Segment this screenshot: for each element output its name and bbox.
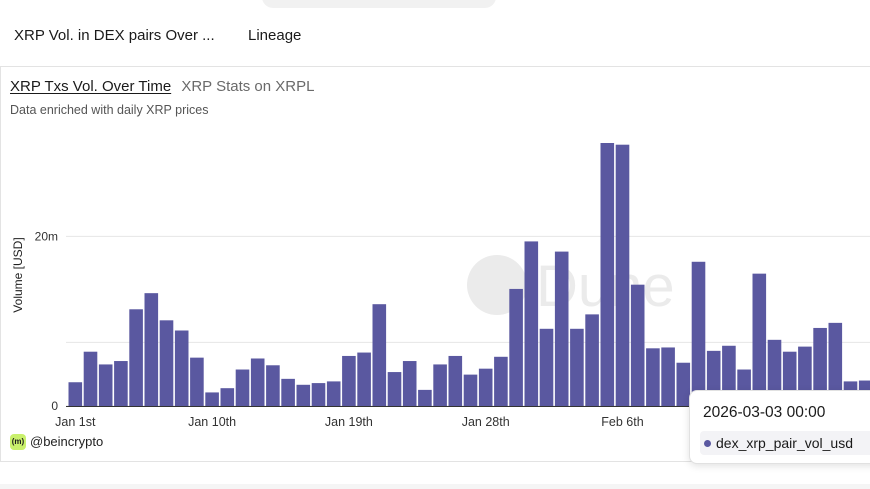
tab-bar: XRP Vol. in DEX pairs Over ... Lineage xyxy=(0,0,870,64)
bar[interactable] xyxy=(646,348,660,406)
bar[interactable] xyxy=(296,384,311,406)
bar[interactable] xyxy=(585,314,599,406)
bar[interactable] xyxy=(266,365,280,406)
bottom-divider xyxy=(0,484,870,489)
x-tick-label: Jan 19th xyxy=(325,415,373,429)
bar[interactable] xyxy=(539,328,554,406)
bar[interactable] xyxy=(220,388,235,406)
bar[interactable] xyxy=(813,327,827,406)
bar[interactable] xyxy=(478,368,493,406)
bar[interactable] xyxy=(767,339,782,406)
bar[interactable] xyxy=(129,309,143,406)
bar[interactable] xyxy=(509,288,523,406)
bar[interactable] xyxy=(494,356,508,406)
bar[interactable] xyxy=(174,330,189,406)
bar[interactable] xyxy=(98,364,113,406)
bar[interactable] xyxy=(144,293,159,406)
tooltip-date: 2026-03-03 00:00 xyxy=(703,404,826,421)
bar[interactable] xyxy=(114,361,128,406)
x-tick-label: Jan 10th xyxy=(188,415,236,429)
tab-xrp-vol-dex-pairs[interactable]: XRP Vol. in DEX pairs Over ... xyxy=(14,27,215,44)
bar[interactable] xyxy=(205,392,219,406)
chart-title[interactable]: XRP Txs Vol. Over Time xyxy=(10,78,172,95)
bar[interactable] xyxy=(433,364,447,406)
bar[interactable] xyxy=(159,320,174,406)
bar[interactable] xyxy=(311,383,326,406)
bar[interactable] xyxy=(463,374,478,406)
top-search-bar[interactable] xyxy=(262,0,496,8)
bar[interactable] xyxy=(676,362,691,406)
tooltip-series-row: dex_xrp_pair_vol_usd xyxy=(700,431,870,455)
y-tick-label: 20m xyxy=(35,229,58,243)
attribution-handle: @beincrypto xyxy=(30,434,104,450)
bar[interactable] xyxy=(326,381,341,406)
bar[interactable] xyxy=(570,328,584,406)
x-tick-label: Jan 28th xyxy=(462,415,510,429)
bar[interactable] xyxy=(418,389,432,406)
x-tick-label: Jan 1st xyxy=(55,415,96,429)
beincrypto-logo-icon: (m) xyxy=(10,433,26,450)
bar[interactable] xyxy=(615,144,630,406)
chart-tooltip: 2026-03-03 00:00 dex_xrp_pair_vol_usd xyxy=(689,390,870,464)
x-tick-label: Feb 6th xyxy=(601,415,643,429)
chart-title-row: XRP Txs Vol. Over Time XRP Stats on XRPL xyxy=(10,78,314,95)
bar[interactable] xyxy=(387,372,402,406)
bar[interactable] xyxy=(752,273,767,406)
bar[interactable] xyxy=(524,241,539,406)
bar[interactable] xyxy=(661,347,675,406)
bar[interactable] xyxy=(83,351,98,406)
bar[interactable] xyxy=(554,251,569,406)
bar[interactable] xyxy=(402,361,417,406)
bar[interactable] xyxy=(448,355,463,406)
series-color-dot-icon xyxy=(704,440,711,447)
attribution: (m) @beincrypto xyxy=(10,433,103,451)
bar[interactable] xyxy=(357,352,371,406)
bar[interactable] xyxy=(235,369,250,406)
bar[interactable] xyxy=(828,322,843,406)
bar[interactable] xyxy=(372,304,387,406)
bar[interactable] xyxy=(250,358,265,406)
y-tick-label: 0 xyxy=(51,399,58,413)
bar[interactable] xyxy=(630,284,645,406)
tab-lineage[interactable]: Lineage xyxy=(248,27,302,44)
bar[interactable] xyxy=(342,355,356,406)
chart-title-secondary: XRP Stats on XRPL xyxy=(181,78,315,95)
bar[interactable] xyxy=(190,357,204,406)
bar[interactable] xyxy=(68,382,83,406)
bar[interactable] xyxy=(600,143,615,406)
tooltip-series-label: dex_xrp_pair_vol_usd xyxy=(716,435,853,451)
bar[interactable] xyxy=(691,261,706,406)
bar[interactable] xyxy=(281,378,295,406)
chart-subtitle: Data enriched with daily XRP prices xyxy=(10,103,209,117)
